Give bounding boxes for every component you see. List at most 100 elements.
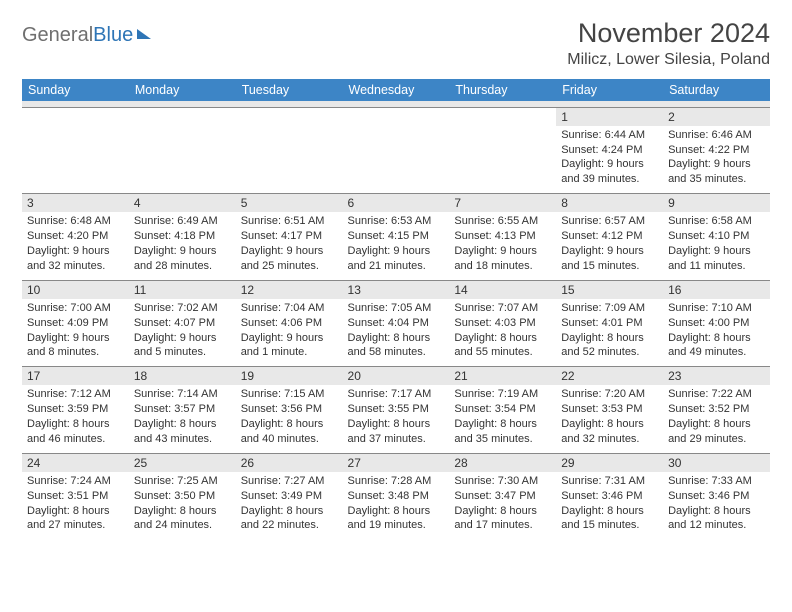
sunrise-text: Sunrise: 7:14 AM (134, 387, 231, 402)
daylight1-text: Daylight: 8 hours (668, 331, 765, 346)
day-cell: 28Sunrise: 7:30 AMSunset: 3:47 PMDayligh… (449, 453, 556, 539)
day-header: Saturday (663, 79, 770, 101)
day-cell (343, 107, 450, 194)
sunset-text: Sunset: 3:59 PM (27, 402, 124, 417)
daylight2-text: and 35 minutes. (668, 172, 765, 187)
daylight1-text: Daylight: 8 hours (348, 504, 445, 519)
day-number: 20 (343, 367, 450, 385)
daylight1-text: Daylight: 8 hours (134, 417, 231, 432)
daylight2-text: and 21 minutes. (348, 259, 445, 274)
day-cell: 27Sunrise: 7:28 AMSunset: 3:48 PMDayligh… (343, 453, 450, 539)
sunset-text: Sunset: 4:07 PM (134, 316, 231, 331)
sunset-text: Sunset: 3:46 PM (561, 489, 658, 504)
daylight1-text: Daylight: 8 hours (561, 417, 658, 432)
daylight1-text: Daylight: 9 hours (241, 244, 338, 259)
day-cell: 6Sunrise: 6:53 AMSunset: 4:15 PMDaylight… (343, 194, 450, 281)
daylight2-text: and 5 minutes. (134, 345, 231, 360)
logo-text-blue: Blue (93, 24, 133, 47)
sunset-text: Sunset: 3:56 PM (241, 402, 338, 417)
daylight1-text: Daylight: 9 hours (668, 157, 765, 172)
sunrise-text: Sunrise: 6:48 AM (27, 214, 124, 229)
daylight1-text: Daylight: 8 hours (134, 504, 231, 519)
daylight2-text: and 1 minute. (241, 345, 338, 360)
logo: GeneralBlue (22, 18, 151, 47)
page-header: GeneralBlue November 2024 Milicz, Lower … (22, 18, 770, 69)
sunrise-text: Sunrise: 7:15 AM (241, 387, 338, 402)
sunset-text: Sunset: 3:50 PM (134, 489, 231, 504)
location-text: Milicz, Lower Silesia, Poland (567, 51, 770, 69)
day-header: Monday (129, 79, 236, 101)
day-cell: 26Sunrise: 7:27 AMSunset: 3:49 PMDayligh… (236, 453, 343, 539)
day-cell: 3Sunrise: 6:48 AMSunset: 4:20 PMDaylight… (22, 194, 129, 281)
day-number: 11 (129, 281, 236, 299)
daylight1-text: Daylight: 8 hours (348, 331, 445, 346)
sunset-text: Sunset: 4:10 PM (668, 229, 765, 244)
daylight2-text: and 15 minutes. (561, 259, 658, 274)
day-number: 13 (343, 281, 450, 299)
week-row: 24Sunrise: 7:24 AMSunset: 3:51 PMDayligh… (22, 453, 770, 539)
day-cell: 19Sunrise: 7:15 AMSunset: 3:56 PMDayligh… (236, 367, 343, 454)
day-header-row: Sunday Monday Tuesday Wednesday Thursday… (22, 79, 770, 101)
day-number: 12 (236, 281, 343, 299)
sunset-text: Sunset: 4:00 PM (668, 316, 765, 331)
sunrise-text: Sunrise: 6:53 AM (348, 214, 445, 229)
sunset-text: Sunset: 4:06 PM (241, 316, 338, 331)
sunset-text: Sunset: 4:24 PM (561, 143, 658, 158)
daylight2-text: and 39 minutes. (561, 172, 658, 187)
day-header: Wednesday (343, 79, 450, 101)
sunset-text: Sunset: 3:57 PM (134, 402, 231, 417)
day-cell: 5Sunrise: 6:51 AMSunset: 4:17 PMDaylight… (236, 194, 343, 281)
daylight1-text: Daylight: 8 hours (561, 504, 658, 519)
sunset-text: Sunset: 4:09 PM (27, 316, 124, 331)
sunset-text: Sunset: 3:48 PM (348, 489, 445, 504)
sunrise-text: Sunrise: 7:22 AM (668, 387, 765, 402)
sunset-text: Sunset: 4:03 PM (454, 316, 551, 331)
day-cell: 22Sunrise: 7:20 AMSunset: 3:53 PMDayligh… (556, 367, 663, 454)
sunset-text: Sunset: 3:46 PM (668, 489, 765, 504)
day-number: 4 (129, 194, 236, 212)
triangle-icon (137, 29, 151, 39)
daylight1-text: Daylight: 9 hours (561, 157, 658, 172)
calendar-table: Sunday Monday Tuesday Wednesday Thursday… (22, 79, 770, 539)
daylight2-text: and 15 minutes. (561, 518, 658, 533)
day-cell: 4Sunrise: 6:49 AMSunset: 4:18 PMDaylight… (129, 194, 236, 281)
sunset-text: Sunset: 4:20 PM (27, 229, 124, 244)
day-number: 16 (663, 281, 770, 299)
sunrise-text: Sunrise: 7:20 AM (561, 387, 658, 402)
sunrise-text: Sunrise: 7:17 AM (348, 387, 445, 402)
sunrise-text: Sunrise: 7:19 AM (454, 387, 551, 402)
day-number: 17 (22, 367, 129, 385)
daylight1-text: Daylight: 8 hours (454, 417, 551, 432)
sunrise-text: Sunrise: 7:07 AM (454, 301, 551, 316)
day-number: 2 (663, 108, 770, 126)
daylight2-text: and 58 minutes. (348, 345, 445, 360)
day-cell: 9Sunrise: 6:58 AMSunset: 4:10 PMDaylight… (663, 194, 770, 281)
day-header: Tuesday (236, 79, 343, 101)
sunset-text: Sunset: 3:52 PM (668, 402, 765, 417)
sunrise-text: Sunrise: 6:49 AM (134, 214, 231, 229)
sunrise-text: Sunrise: 7:30 AM (454, 474, 551, 489)
day-number: 23 (663, 367, 770, 385)
daylight2-text: and 25 minutes. (241, 259, 338, 274)
day-number: 5 (236, 194, 343, 212)
day-cell: 23Sunrise: 7:22 AMSunset: 3:52 PMDayligh… (663, 367, 770, 454)
day-number: 9 (663, 194, 770, 212)
daylight2-text: and 27 minutes. (27, 518, 124, 533)
sunrise-text: Sunrise: 6:44 AM (561, 128, 658, 143)
week-row: 17Sunrise: 7:12 AMSunset: 3:59 PMDayligh… (22, 367, 770, 454)
sunset-text: Sunset: 4:17 PM (241, 229, 338, 244)
daylight1-text: Daylight: 8 hours (241, 417, 338, 432)
day-cell: 25Sunrise: 7:25 AMSunset: 3:50 PMDayligh… (129, 453, 236, 539)
sunset-text: Sunset: 3:51 PM (27, 489, 124, 504)
month-title: November 2024 (567, 18, 770, 49)
day-cell: 14Sunrise: 7:07 AMSunset: 4:03 PMDayligh… (449, 280, 556, 367)
day-cell (236, 107, 343, 194)
sunset-text: Sunset: 4:13 PM (454, 229, 551, 244)
sunset-text: Sunset: 3:54 PM (454, 402, 551, 417)
daylight2-text: and 11 minutes. (668, 259, 765, 274)
day-number: 22 (556, 367, 663, 385)
day-number: 6 (343, 194, 450, 212)
daylight1-text: Daylight: 9 hours (668, 244, 765, 259)
day-number: 10 (22, 281, 129, 299)
sunrise-text: Sunrise: 7:05 AM (348, 301, 445, 316)
